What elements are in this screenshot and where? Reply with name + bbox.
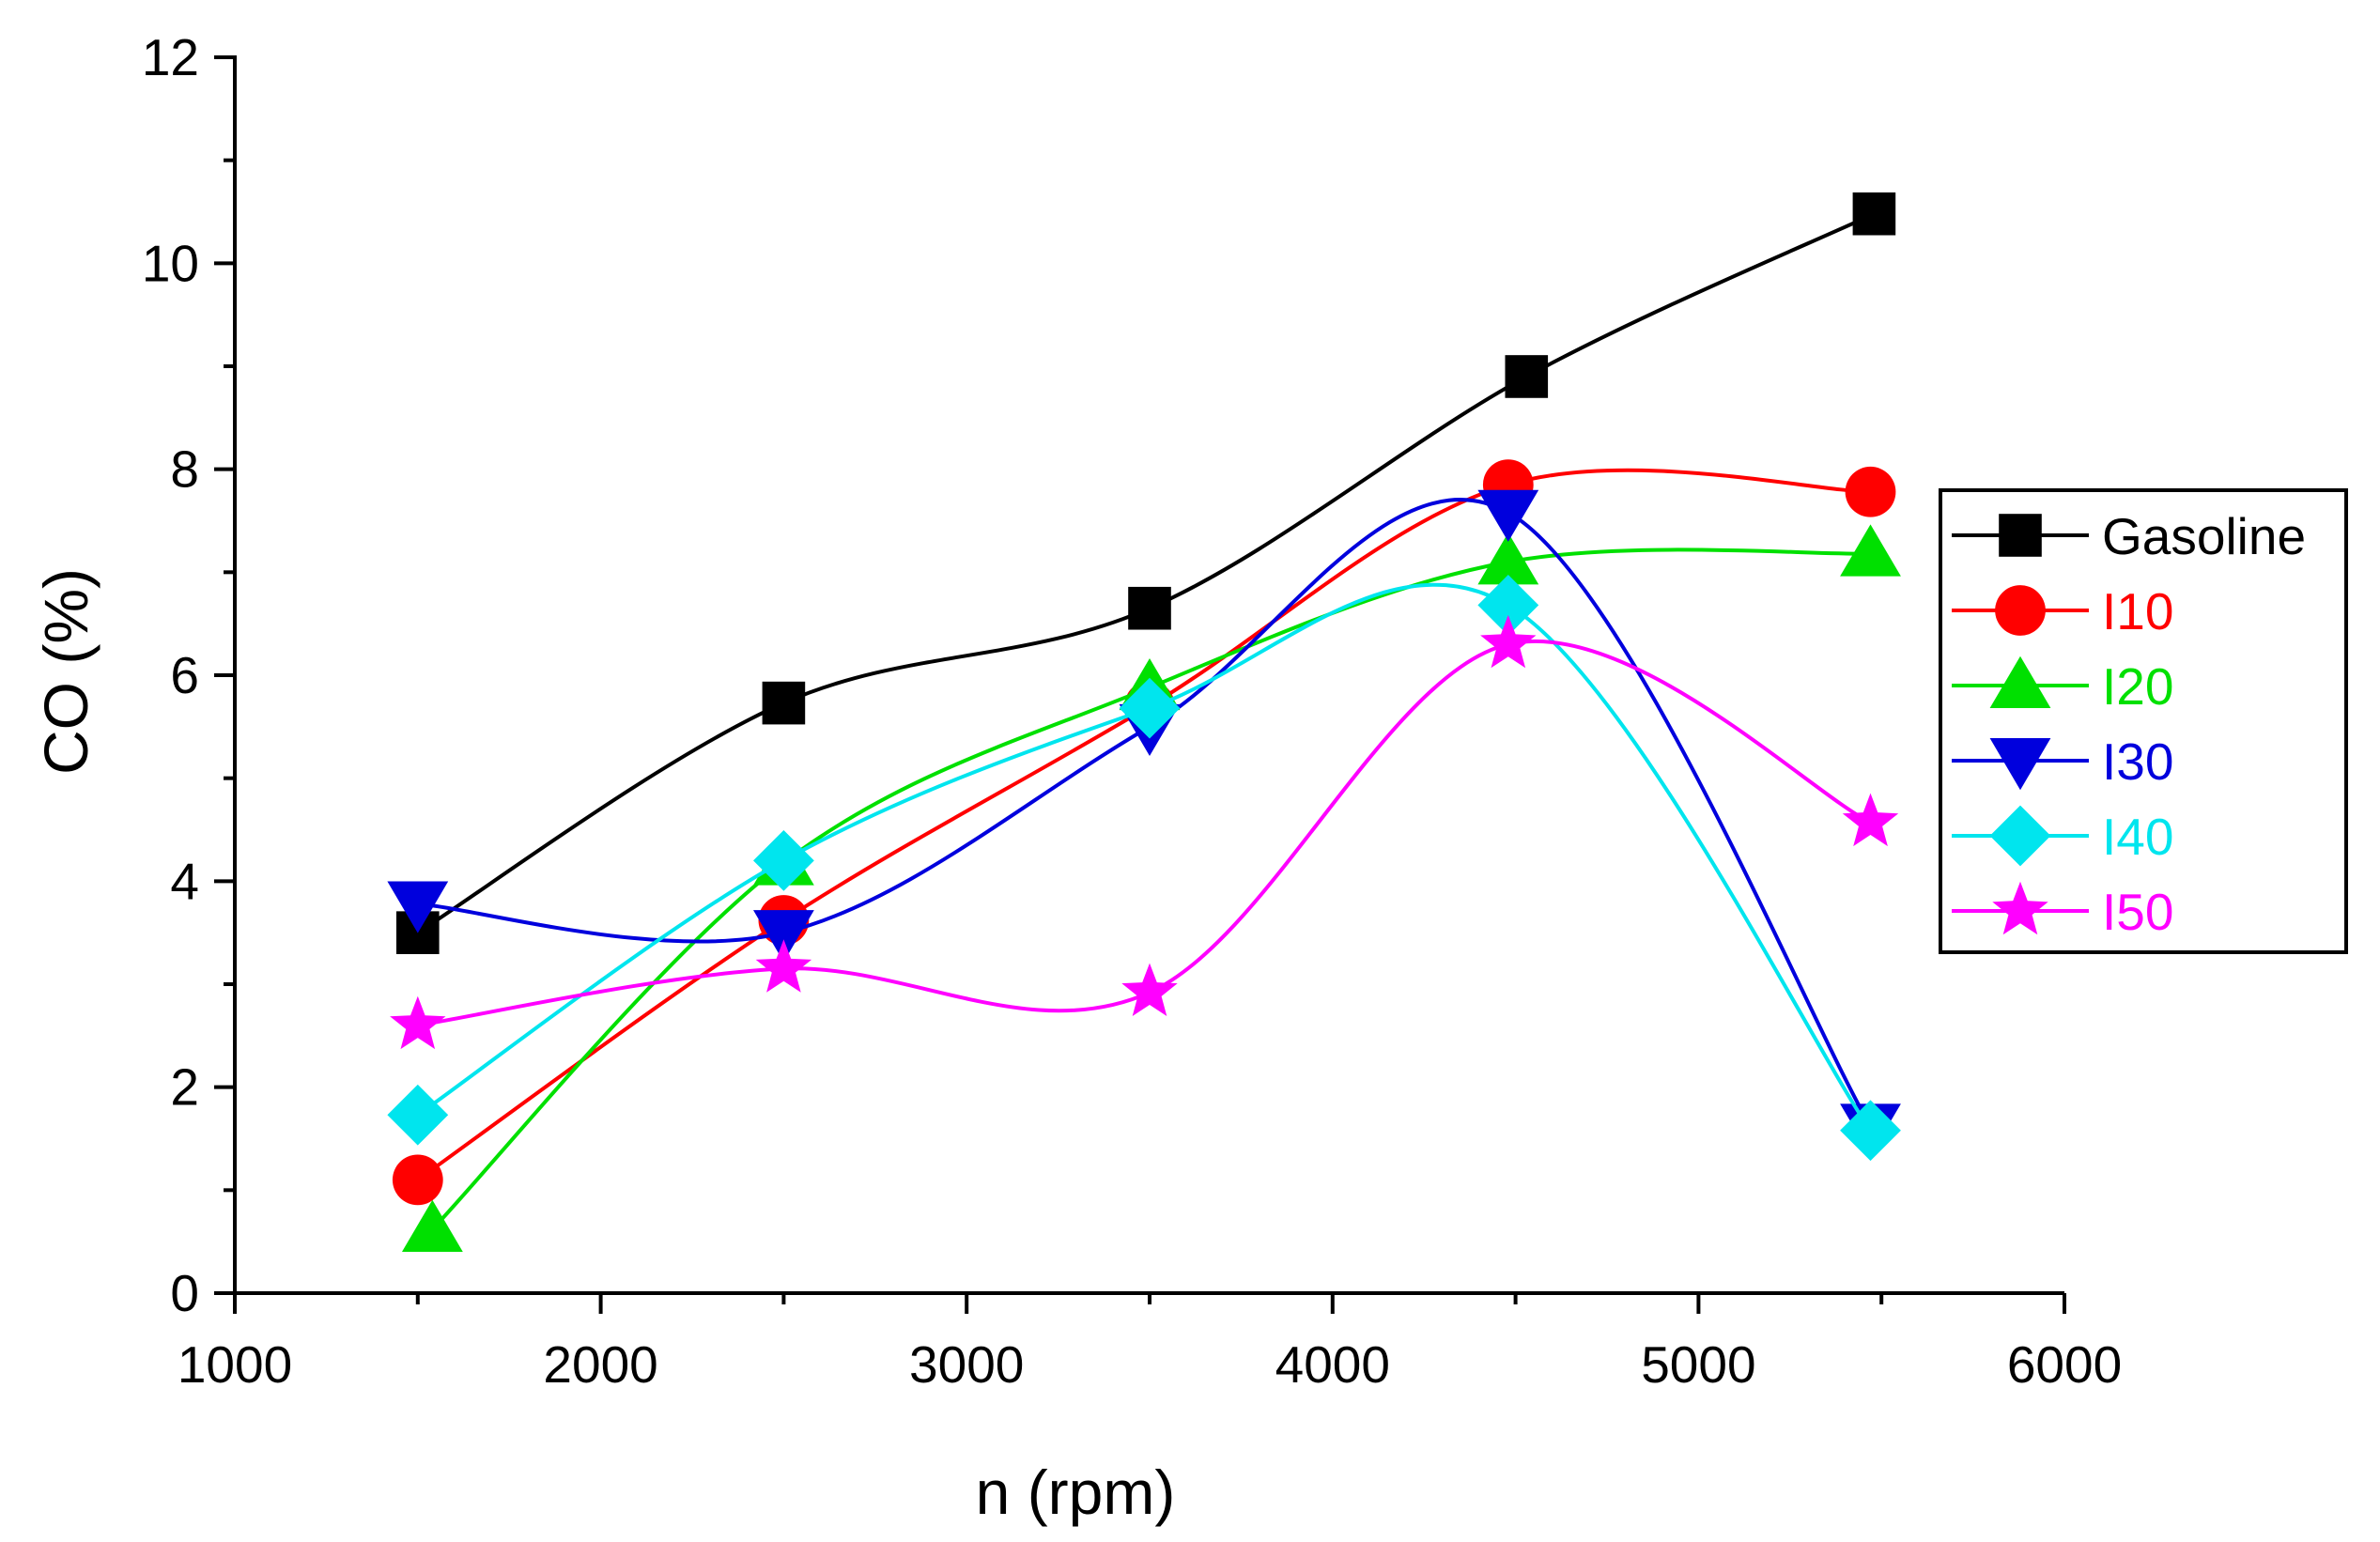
- y-tick-label: 12: [142, 28, 199, 86]
- legend-marker: [1999, 514, 2042, 557]
- y-tick-label: 8: [170, 440, 199, 499]
- legend-marker: [1989, 738, 2051, 791]
- legend-item: I50: [1952, 881, 2173, 941]
- data-point: [1842, 793, 1899, 847]
- x-tick-label: 1000: [178, 1335, 292, 1394]
- data-point: [762, 681, 806, 725]
- y-tick-label: 2: [170, 1058, 199, 1117]
- x-tick-label: 4000: [1275, 1335, 1390, 1394]
- data-point: [390, 995, 446, 1050]
- y-tick-label: 10: [142, 234, 199, 292]
- series-line: [416, 582, 1873, 1132]
- data-point: [401, 1199, 463, 1253]
- data-point: [753, 910, 814, 963]
- data-point: [755, 939, 812, 993]
- data-point: [392, 1154, 443, 1206]
- x-tick-label: 3000: [909, 1335, 1024, 1394]
- data-point: [1119, 677, 1181, 739]
- x-tick-label: 5000: [1641, 1335, 1755, 1394]
- legend-item: I20: [1952, 655, 2173, 716]
- y-tick-label: 0: [170, 1264, 199, 1322]
- data-point: [1840, 1100, 1901, 1162]
- series-line: [416, 468, 1871, 1182]
- legend-marker: [1992, 881, 2048, 935]
- legend-label: I40: [2102, 808, 2173, 866]
- data-point: [1477, 532, 1539, 585]
- series-gasoline: [396, 192, 1896, 954]
- legend-box: [1939, 488, 2348, 954]
- data-point: [387, 1084, 449, 1146]
- legend-item: I40: [1952, 805, 2173, 867]
- data-point: [1840, 524, 1901, 577]
- data-point: [1128, 586, 1171, 630]
- y-tick-label: 6: [170, 646, 199, 704]
- legend-marker: [1989, 805, 2051, 867]
- x-tick-label: 6000: [2007, 1335, 2122, 1394]
- legend-item: Gasoline: [1952, 507, 2306, 565]
- series-i10: [392, 459, 1896, 1206]
- data-point: [1845, 466, 1896, 517]
- legend-label: I50: [2102, 883, 2173, 941]
- x-tick-label: 2000: [543, 1335, 657, 1394]
- data-point: [753, 830, 814, 891]
- data-point: [1852, 192, 1896, 236]
- legend-marker: [1989, 655, 2051, 708]
- legend-label: I10: [2102, 582, 2173, 640]
- legend-item: I10: [1952, 582, 2173, 640]
- series-line: [430, 547, 1871, 1231]
- data-point: [1477, 575, 1539, 636]
- axes: 1000 2000 3000 4000 5000 6000 0 2 4 6 8 10 12: [142, 28, 2122, 1394]
- series-i40: [387, 575, 1901, 1162]
- y-axis-title: CO (%): [31, 568, 100, 775]
- series-i50: [390, 614, 1899, 1050]
- legend-label: I30: [2102, 732, 2173, 791]
- data-point: [1505, 355, 1549, 398]
- data-point: [1121, 963, 1178, 1016]
- data-point: [1477, 489, 1539, 542]
- legend-item: I30: [1952, 732, 2173, 791]
- data-point: [387, 881, 449, 933]
- series-line: [417, 640, 1872, 1027]
- series-line: [416, 211, 1876, 934]
- series-i20: [401, 524, 1901, 1253]
- legend-label: Gasoline: [2102, 507, 2306, 565]
- series-layer: [387, 192, 1901, 1253]
- y-tick-label: 4: [170, 852, 199, 910]
- legend: Gasoline I10 I20 I30 I40 I50: [1939, 488, 2348, 954]
- x-axis-title: n (rpm): [976, 1457, 1176, 1527]
- legend-label: I20: [2102, 657, 2173, 716]
- legend-marker: [1995, 585, 2046, 636]
- data-point: [1480, 614, 1537, 669]
